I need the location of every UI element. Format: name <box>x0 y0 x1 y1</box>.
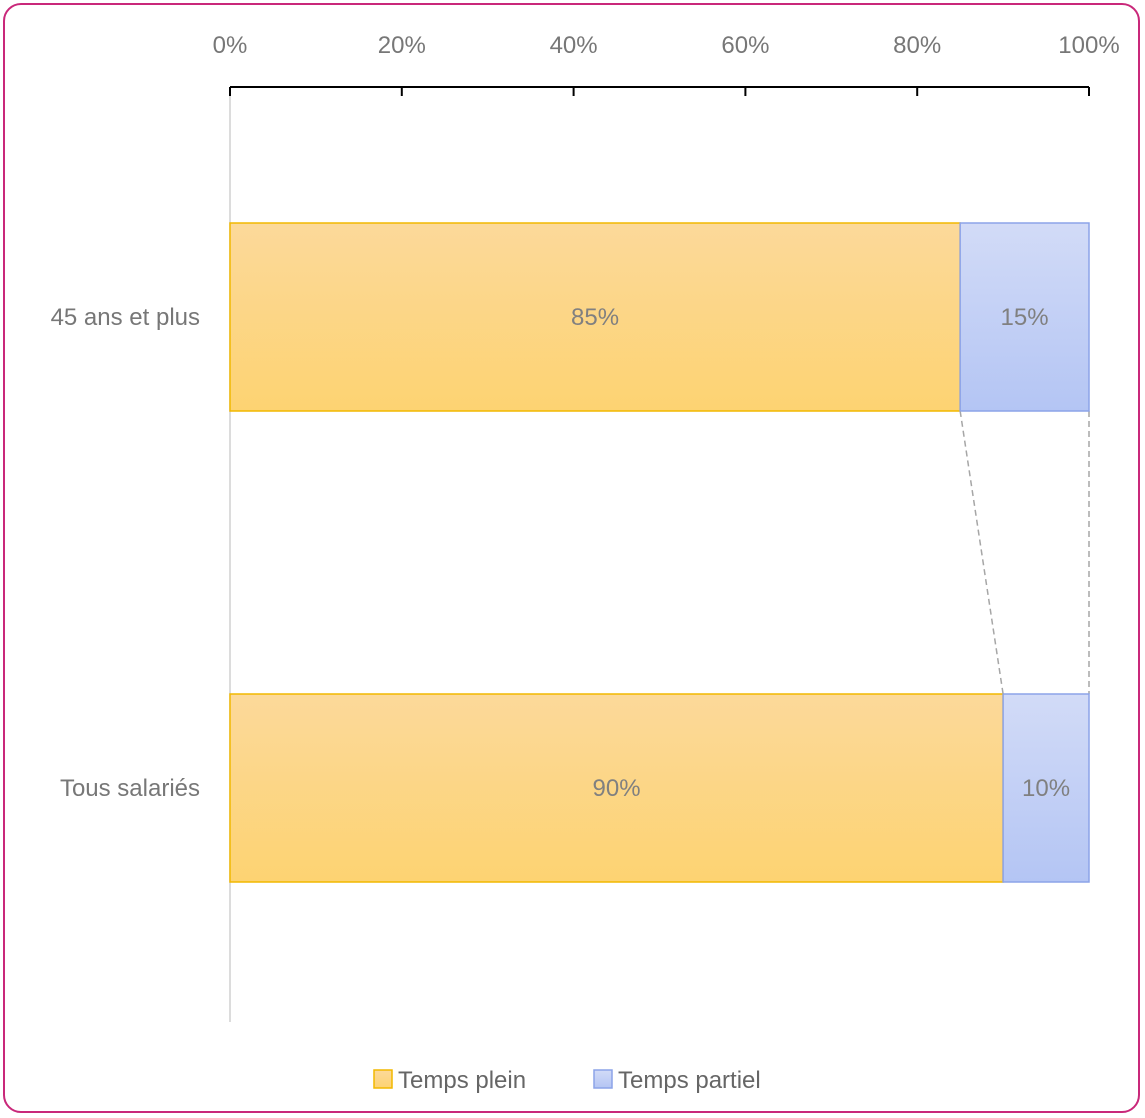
legend-label-temps-partiel: Temps partiel <box>618 1067 761 1094</box>
category-label: Tous salariés <box>60 775 200 802</box>
data-label: 15% <box>1001 304 1049 331</box>
category-label: 45 ans et plus <box>51 304 200 331</box>
bar-segment-temps-plein <box>229 693 1004 883</box>
x-tick-label: 20% <box>378 32 426 59</box>
legend-swatch-temps-partiel <box>593 1069 613 1089</box>
bar-segment-temps-partiel <box>959 222 1090 412</box>
x-tick-label: 100% <box>1058 32 1119 59</box>
series-line <box>959 410 1004 695</box>
series-lines <box>959 410 1090 695</box>
data-label: 90% <box>593 775 641 802</box>
bar-layer <box>229 222 1090 883</box>
legend-swatch-temps-plein <box>373 1069 393 1089</box>
chart-frame <box>3 3 1140 1113</box>
x-tick-label: 40% <box>550 32 598 59</box>
x-tick-label: 80% <box>893 32 941 59</box>
data-label: 85% <box>571 304 619 331</box>
x-tick-label: 0% <box>213 32 248 59</box>
x-tick-label: 60% <box>721 32 769 59</box>
label-layer: 45 ans et plus Tous salariés 85% 15% 90% 10% <box>51 304 1071 802</box>
bar-segment-temps-plein <box>229 222 961 412</box>
legend-label-temps-plein: Temps plein <box>398 1067 526 1094</box>
bar-segment-temps-partiel <box>1002 693 1090 883</box>
data-label: 10% <box>1022 775 1070 802</box>
legend: Temps plein Temps partiel <box>373 1067 761 1094</box>
